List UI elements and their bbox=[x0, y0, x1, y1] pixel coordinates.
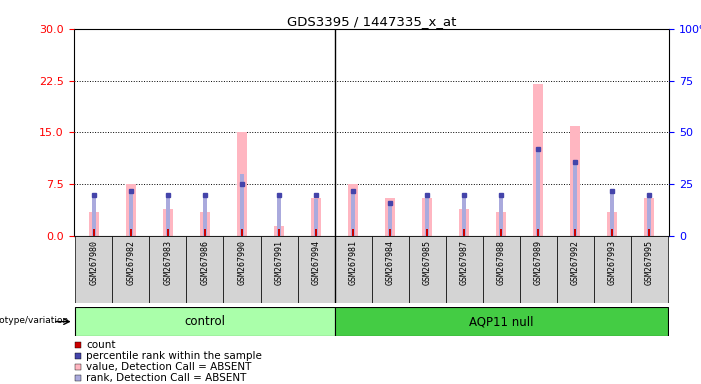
Bar bbox=[519, 236, 557, 303]
Text: GSM267985: GSM267985 bbox=[423, 240, 432, 285]
Bar bbox=[573, 162, 577, 236]
Bar bbox=[500, 229, 503, 236]
Bar bbox=[352, 229, 354, 236]
Bar bbox=[186, 236, 224, 303]
Bar bbox=[463, 229, 465, 236]
Bar bbox=[129, 190, 132, 236]
Bar bbox=[389, 229, 391, 236]
Bar bbox=[372, 236, 409, 303]
Bar bbox=[557, 236, 594, 303]
Bar bbox=[537, 229, 539, 236]
Bar bbox=[274, 226, 284, 236]
Text: genotype/variation: genotype/variation bbox=[0, 316, 69, 324]
Text: GSM267986: GSM267986 bbox=[200, 240, 210, 285]
Bar bbox=[112, 236, 149, 303]
Bar bbox=[240, 229, 243, 236]
Bar bbox=[607, 212, 618, 236]
Bar bbox=[237, 132, 247, 236]
Text: GSM267993: GSM267993 bbox=[608, 240, 617, 285]
Bar bbox=[594, 236, 631, 303]
Bar bbox=[297, 236, 334, 303]
Text: GSM267994: GSM267994 bbox=[311, 240, 320, 285]
Bar bbox=[314, 199, 318, 236]
Text: GSM267983: GSM267983 bbox=[163, 240, 172, 285]
Bar bbox=[422, 198, 433, 236]
Bar bbox=[203, 195, 207, 236]
Bar bbox=[631, 236, 667, 303]
Bar bbox=[334, 236, 372, 303]
Bar bbox=[76, 307, 334, 336]
Bar bbox=[536, 149, 540, 236]
Bar bbox=[204, 229, 206, 236]
Bar bbox=[647, 195, 651, 236]
Bar bbox=[149, 236, 186, 303]
Bar bbox=[446, 236, 482, 303]
Text: GSM267989: GSM267989 bbox=[533, 240, 543, 285]
Bar bbox=[277, 195, 281, 236]
Bar bbox=[278, 229, 280, 236]
Text: GSM267988: GSM267988 bbox=[496, 240, 505, 285]
Bar bbox=[240, 174, 244, 236]
Bar bbox=[462, 195, 466, 236]
Text: GSM267984: GSM267984 bbox=[386, 240, 395, 285]
Text: GSM267981: GSM267981 bbox=[348, 240, 358, 285]
Bar bbox=[166, 195, 170, 236]
Bar bbox=[409, 236, 446, 303]
Bar bbox=[93, 229, 95, 236]
Bar bbox=[261, 236, 297, 303]
Bar bbox=[385, 198, 395, 236]
Bar bbox=[644, 198, 654, 236]
Text: GSM267992: GSM267992 bbox=[571, 240, 580, 285]
Text: value, Detection Call = ABSENT: value, Detection Call = ABSENT bbox=[86, 362, 252, 372]
Bar bbox=[570, 126, 580, 236]
Text: GSM267987: GSM267987 bbox=[460, 240, 468, 285]
Bar bbox=[315, 229, 318, 236]
Text: GSM267990: GSM267990 bbox=[238, 240, 247, 285]
Title: GDS3395 / 1447335_x_at: GDS3395 / 1447335_x_at bbox=[287, 15, 456, 28]
Bar bbox=[311, 198, 321, 236]
Bar bbox=[499, 195, 503, 236]
Bar bbox=[92, 195, 96, 236]
Text: GSM267995: GSM267995 bbox=[645, 240, 653, 285]
Bar bbox=[163, 209, 173, 236]
Text: count: count bbox=[86, 340, 116, 350]
Bar bbox=[459, 209, 469, 236]
Text: percentile rank within the sample: percentile rank within the sample bbox=[86, 351, 262, 361]
Bar bbox=[76, 236, 112, 303]
Bar bbox=[334, 307, 667, 336]
Bar bbox=[426, 229, 428, 236]
Bar bbox=[348, 184, 358, 236]
Text: rank, Detection Call = ABSENT: rank, Detection Call = ABSENT bbox=[86, 374, 247, 384]
Bar bbox=[533, 84, 543, 236]
Text: AQP11 null: AQP11 null bbox=[469, 315, 533, 328]
Text: control: control bbox=[184, 315, 226, 328]
Bar bbox=[426, 195, 429, 236]
Text: GSM267980: GSM267980 bbox=[90, 240, 98, 285]
Bar bbox=[89, 212, 99, 236]
Bar bbox=[125, 184, 136, 236]
Bar bbox=[611, 229, 613, 236]
Bar bbox=[224, 236, 261, 303]
Text: GSM267982: GSM267982 bbox=[126, 240, 135, 285]
Bar bbox=[388, 203, 392, 236]
Bar bbox=[482, 236, 519, 303]
Bar bbox=[167, 229, 169, 236]
Text: GSM267991: GSM267991 bbox=[275, 240, 283, 285]
Bar bbox=[574, 229, 576, 236]
Bar bbox=[648, 229, 651, 236]
Bar bbox=[496, 212, 506, 236]
Bar bbox=[611, 190, 614, 236]
Bar bbox=[130, 229, 132, 236]
Bar bbox=[200, 212, 210, 236]
Bar bbox=[351, 190, 355, 236]
